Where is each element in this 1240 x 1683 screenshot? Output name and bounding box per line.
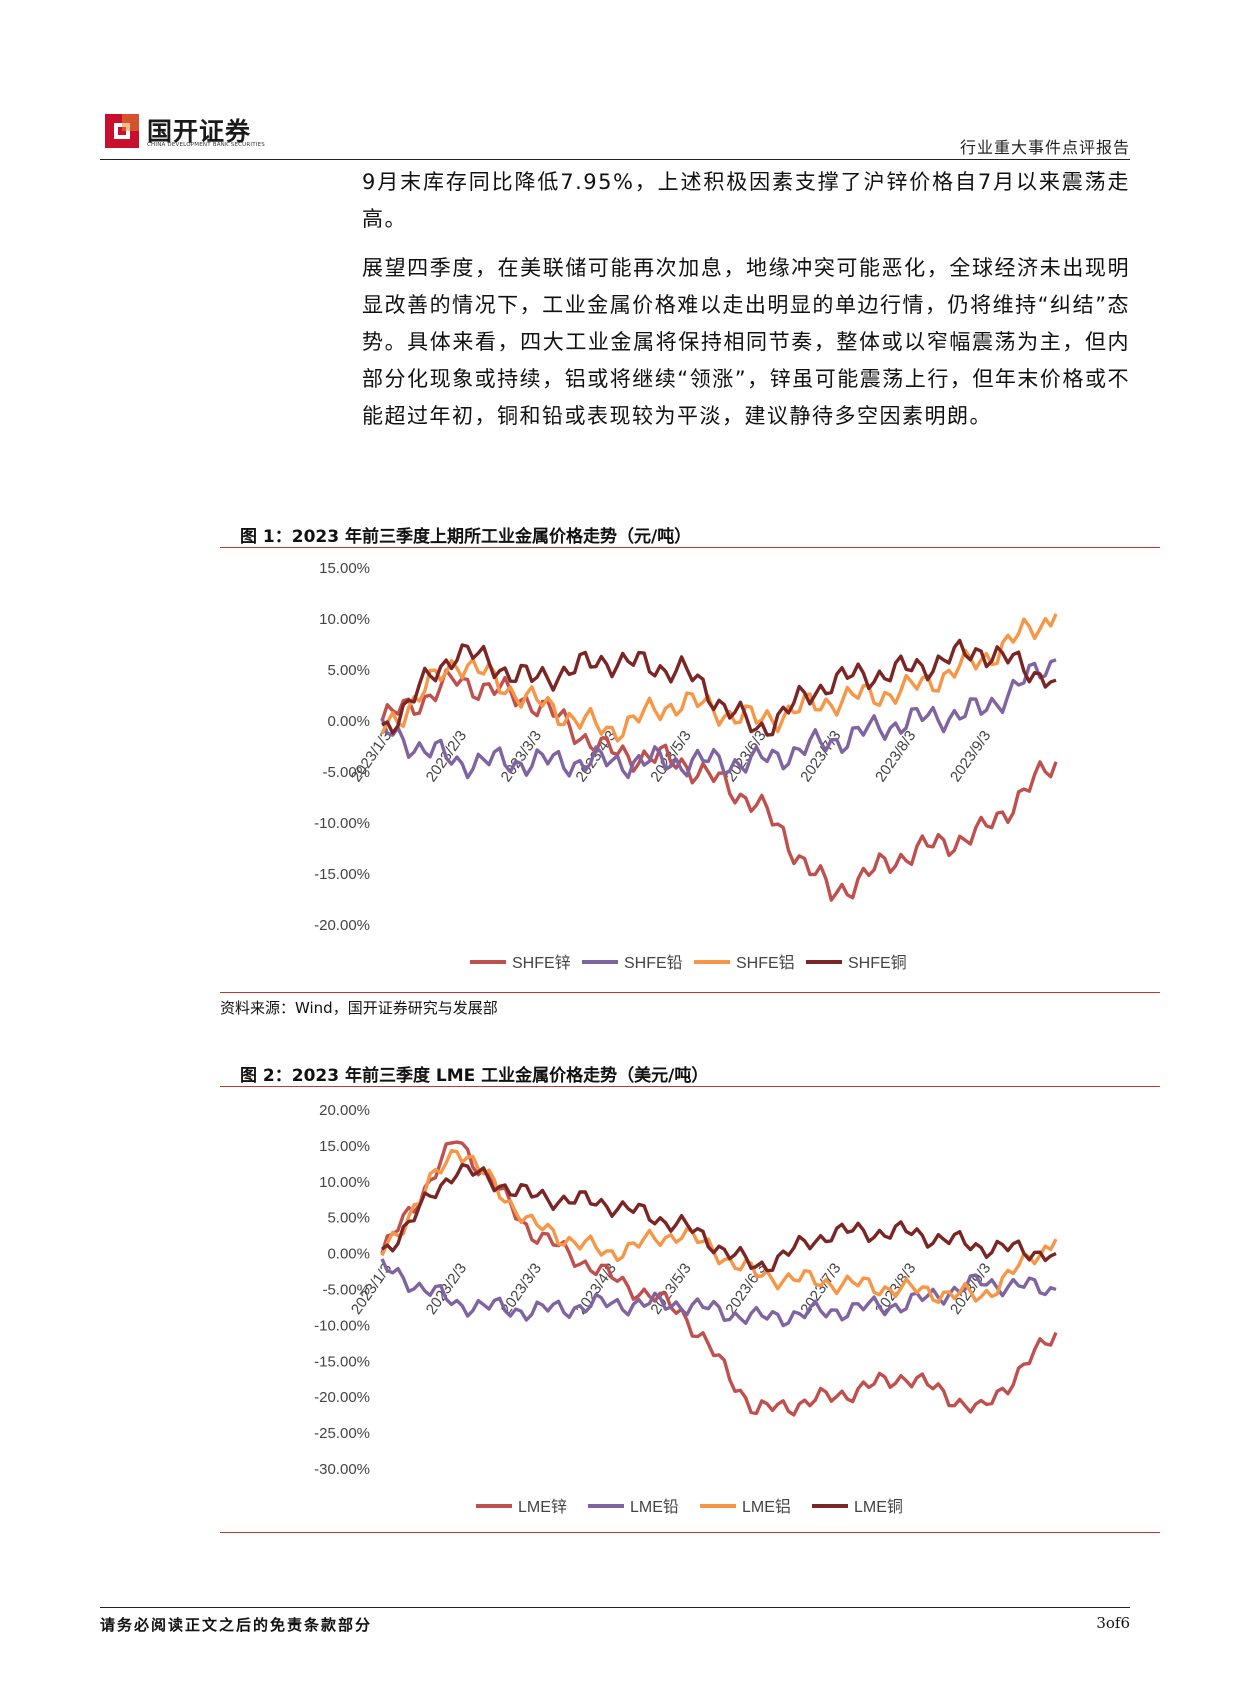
figure-1-bottom-rule (220, 992, 1160, 993)
x-tick-label: 2023/4/3 (573, 1260, 620, 1318)
y-tick-label: 0.00% (327, 1246, 370, 1263)
company-name-en: CHINA DEVELOPMENT BANK SECURITIES (147, 142, 265, 148)
y-tick-label: 10.00% (319, 1174, 370, 1191)
document-type: 行业重大事件点评报告 (959, 138, 1130, 157)
legend-entry: LME锌 (518, 1498, 567, 1516)
footer-divider (100, 1607, 1130, 1608)
legend-entry: LME铅 (630, 1498, 679, 1516)
y-tick-label: -15.00% (314, 1353, 370, 1370)
y-tick-label: 15.00% (319, 1138, 370, 1155)
page-number: 3of6 (1096, 1614, 1130, 1632)
series-line (380, 1140, 1058, 1417)
y-tick-label: -10.00% (314, 1317, 370, 1334)
x-tick-label: 2023/7/3 (797, 728, 844, 786)
y-tick-label: -5.00% (322, 1282, 370, 1299)
series-line (380, 613, 1058, 743)
figure-2-top-rule (220, 1086, 1160, 1087)
x-tick-label: 2023/1/3 (348, 728, 395, 786)
series-line (380, 1148, 1058, 1305)
y-tick-label: 0.00% (327, 713, 370, 730)
figure-1-chart: 15.00% 10.00% 5.00% 0.00% -5.00% -10.00% -15.0… (314, 560, 1058, 972)
series-line (380, 658, 1057, 780)
figure-1-source: 资料来源：Wind，国开证券研究与发展部 (220, 999, 498, 1017)
y-tick-label: -10.00% (314, 815, 370, 832)
legend-entry: SHFE铅 (624, 954, 683, 972)
series-line (380, 1162, 1057, 1273)
figure-2-title: 图 2：2023 年前三季度 LME 工业金属价格走势（美元/吨） (240, 1066, 709, 1086)
x-tick-label: 2023/3/3 (498, 728, 545, 786)
x-tick-label: 2023/9/3 (947, 728, 994, 786)
y-tick-label: -30.00% (314, 1461, 370, 1478)
series-line (380, 668, 1058, 902)
legend-entry: SHFE铜 (848, 954, 907, 972)
y-tick-label: -15.00% (314, 866, 370, 883)
footer-disclaimer: 请务必阅读正文之后的免责条款部分 (100, 1616, 373, 1634)
y-tick-label: 5.00% (327, 1210, 370, 1227)
y-tick-label: -5.00% (322, 764, 370, 781)
y-tick-label: 20.00% (319, 1102, 370, 1119)
x-tick-label: 2023/4/3 (573, 728, 620, 786)
y-tick-label: 15.00% (319, 560, 370, 577)
legend-entry: SHFE铝 (736, 954, 795, 972)
y-tick-label: -25.00% (314, 1425, 370, 1442)
x-tick-label: 2023/6/3 (722, 1260, 769, 1318)
figure-2-chart: 20.00% 15.00% 10.00% 5.00% 0.00% -5.00% -10.00… (314, 1102, 1058, 1516)
y-tick-label: -20.00% (314, 1389, 370, 1406)
company-name: 国开证券 (147, 117, 252, 146)
legend-entry: LME铜 (854, 1498, 903, 1516)
series-line (380, 1258, 1057, 1328)
legend-entry: LME铝 (742, 1498, 791, 1516)
header-divider (100, 159, 1130, 160)
figure-1-title: 图 1：2023 年前三季度上期所工业金属价格走势（元/吨） (240, 527, 692, 547)
paragraph-1: 9月末库存同比降低7.95%，上述积极因素支撑了沪锌价格自7月以来震荡走高。 (362, 170, 1130, 231)
y-tick-label: 10.00% (319, 611, 370, 628)
figure-2-bottom-rule (220, 1532, 1160, 1533)
legend-entry: SHFE锌 (512, 954, 571, 972)
series-line (381, 638, 1057, 737)
y-tick-label: 5.00% (327, 662, 370, 679)
paragraph-2: 展望四季度，在美联储可能再次加息，地缘冲突可能恶化，全球经济未出现明显改善的情况… (362, 256, 1130, 428)
figure-1-top-rule (220, 547, 1160, 548)
x-tick-label: 2023/8/3 (872, 728, 919, 786)
company-logo-icon (105, 114, 139, 148)
y-tick-label: -20.00% (314, 917, 370, 934)
